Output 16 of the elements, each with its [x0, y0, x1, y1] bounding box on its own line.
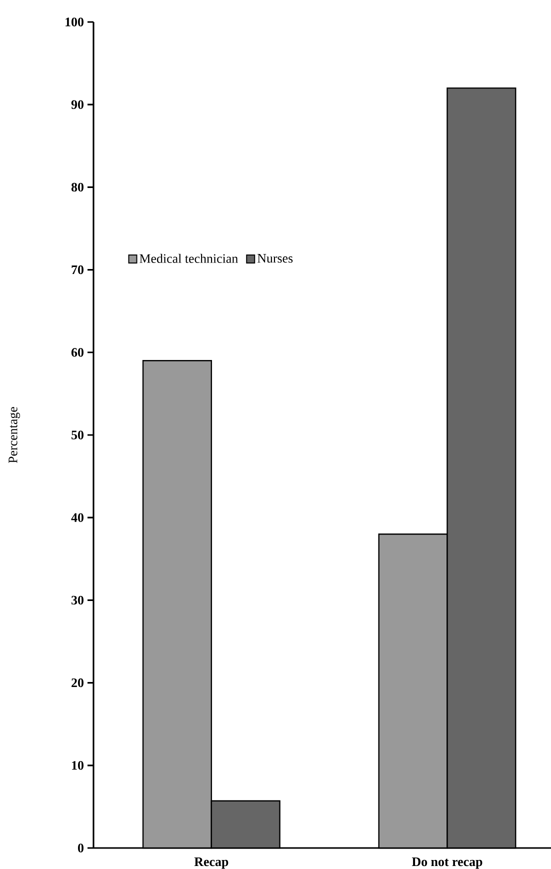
y-tick-label: 10 — [72, 761, 84, 770]
legend-label: Medical technician — [140, 254, 238, 263]
y-tick-label: 80 — [71, 182, 84, 192]
y-tick-label: 100 — [66, 18, 84, 26]
y-tick-label: 30 — [72, 596, 84, 605]
y-tick-label: 40 — [71, 513, 84, 522]
legend-label: Nurses — [257, 254, 293, 263]
y-axis-title: Percentage — [8, 407, 20, 464]
x-tick-label: Recap — [194, 858, 228, 869]
y-tick-label: 0 — [78, 844, 84, 852]
x-tick-label: Do not recap — [412, 858, 482, 869]
y-tick-label: 60 — [71, 348, 84, 357]
y-tick-label: 50 — [72, 430, 84, 440]
y-tick-label: 90 — [71, 100, 84, 109]
y-tick-label: 20 — [72, 678, 84, 688]
y-tick-label: 70 — [72, 265, 84, 274]
